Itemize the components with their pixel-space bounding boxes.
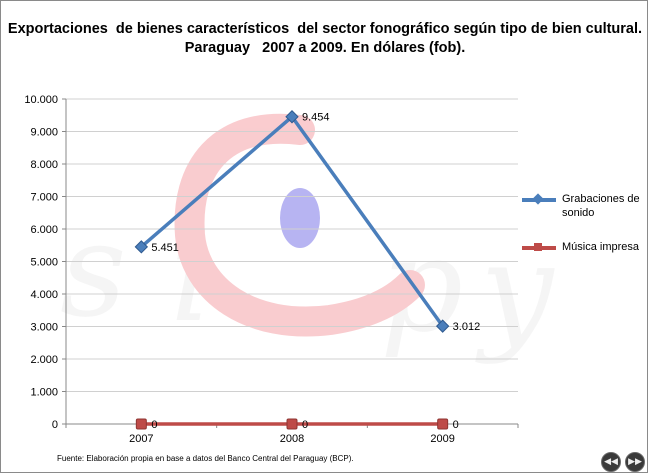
data-label: 3.012 (453, 321, 481, 333)
x-tick-label: 2007 (129, 433, 153, 445)
legend-marker-grabaciones (532, 193, 544, 205)
data-label: 0 (302, 419, 308, 431)
nav-controls: ◀◀ ▶▶ (599, 452, 649, 474)
data-label: 5.451 (151, 242, 179, 254)
watermark-letter-y: y (475, 214, 555, 366)
y-tick-label: 1.000 (30, 387, 58, 399)
data-point-diamond (435, 319, 450, 333)
rewind-icon[interactable]: ◀◀ (601, 452, 621, 472)
watermark-letter-s: s (60, 194, 127, 346)
chart-title-line-2: Paraguay 2007 a 2009. En dólares (fob). (184, 40, 466, 56)
series-markers (134, 110, 450, 430)
y-tick-label: 8.000 (30, 159, 58, 171)
y-tick-label: 4.000 (30, 289, 58, 301)
legend-entry-grabaciones: Grabaciones de sonido (520, 192, 650, 220)
y-tick-label: 0 (52, 419, 58, 431)
y-tick-label: 3.000 (30, 322, 58, 334)
y-tick-label: 6.000 (30, 224, 58, 236)
grid-lines (66, 98, 518, 392)
forward-icon[interactable]: ▶▶ (625, 452, 645, 472)
data-label: 9.454 (302, 112, 330, 124)
data-label: 0 (151, 419, 157, 431)
data-point-diamond (285, 110, 299, 124)
x-tick-label: 2008 (280, 433, 304, 445)
x-tick-labels: 2007 2008 2009 (65, 424, 519, 445)
data-point-diamond (134, 240, 149, 254)
y-tick-label: 7.000 (30, 192, 58, 204)
y-tick-label: 5.000 (30, 257, 58, 269)
legend-marker-musica (534, 243, 542, 251)
data-point-square (286, 418, 298, 430)
y-tick-label: 2.000 (30, 354, 58, 366)
chart-title-line-1: Exportaciones de bienes característicos … (7, 21, 643, 37)
watermark-red-arc (174, 113, 425, 337)
chart-title: Exportaciones de bienes característicos … (0, 20, 650, 58)
x-tick-label: 2009 (430, 433, 454, 445)
y-tick-label: 10.000 (24, 94, 58, 106)
y-tick-labels: 0 1.000 2.000 3.000 4.000 5.000 6.000 7.000 8.00… (24, 94, 66, 431)
legend-entry-musica: Música impresa (520, 240, 650, 254)
watermark-blue-blob (280, 188, 320, 248)
data-label: 0 (453, 419, 459, 431)
data-labels: 5.451 9.454 3.012 0 0 0 (151, 112, 480, 431)
legend-label-musica: Música impresa (562, 241, 640, 253)
y-tick-label: 9.000 (30, 127, 58, 139)
sicpy-watermark: s i p y (60, 113, 555, 366)
data-point-square (437, 418, 449, 430)
legend-label-grabaciones: Grabaciones de sonido (562, 193, 640, 219)
source-note: Fuente: Elaboración propia en base a dat… (57, 454, 354, 463)
legend: Grabaciones de sonido Música impresa (520, 192, 650, 274)
data-point-square (135, 418, 147, 430)
